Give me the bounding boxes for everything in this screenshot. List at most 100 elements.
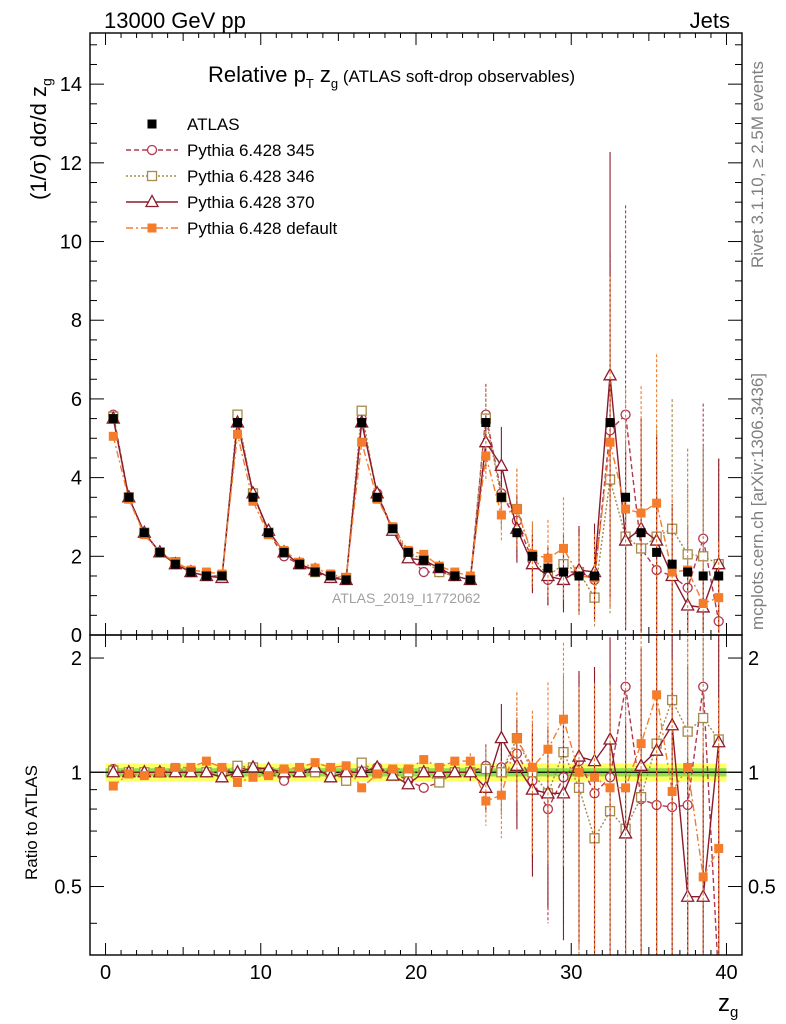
data-point-atlas: [217, 571, 227, 581]
title-tail: (ATLAS soft-drop observables): [338, 67, 575, 86]
y-tick-label-ratio-right: 0.5: [748, 877, 776, 899]
data-point-ratio-pdefault: [186, 762, 196, 772]
data-point-main-p346: [682, 549, 693, 560]
data-point-atlas: [201, 571, 211, 581]
data-point-ratio-pdefault: [248, 772, 258, 782]
data-point-ratio-p370: [354, 764, 369, 778]
series-ratio-p370: [106, 635, 726, 955]
data-point-ratio-pdefault: [326, 762, 336, 772]
legend-label-p345: Pythia 6.428 345: [187, 141, 315, 160]
data-point-main-p370: [401, 550, 416, 564]
data-point-ratio-pdefault: [264, 771, 274, 781]
series-ratio-p345: [108, 635, 720, 955]
y-tick-label-main: 0: [71, 625, 82, 647]
data-point-ratio-pdefault: [170, 762, 180, 772]
data-point-main-pdefault: [605, 437, 615, 447]
mcplots-reference-note: mcplots.cern.ch [arXiv:1306.3436]: [748, 372, 767, 630]
y-axis-label-main: (1/σ) dσ/d zg: [26, 78, 54, 200]
title-mid: z: [313, 62, 331, 87]
data-point-atlas: [108, 414, 118, 424]
legend-marker-p345: [146, 144, 158, 156]
data-point-ratio-p370: [401, 776, 416, 790]
y-tick-label-ratio-right: 1: [748, 762, 759, 784]
y-axis-label-text: (1/σ) dσ/d z: [26, 86, 51, 200]
data-point-ratio-p370: [571, 748, 587, 762]
data-point-atlas: [574, 571, 584, 581]
data-point-ratio-pdefault: [698, 872, 708, 882]
legend-label-pdefault: Pythia 6.428 default: [187, 219, 338, 238]
data-point-main-pdefault: [108, 431, 118, 441]
data-point-atlas: [155, 547, 165, 557]
data-point-main-pdefault: [636, 508, 646, 518]
data-point-ratio-pdefault: [341, 761, 351, 771]
series-line-ratio-pdefault: [112, 694, 720, 880]
data-point-ratio-p370: [711, 734, 726, 748]
data-point-main-pdefault: [481, 451, 491, 461]
data-point-ratio-pdefault: [295, 762, 305, 772]
data-point-atlas: [403, 547, 413, 557]
y-axis-label-sub: g: [38, 78, 55, 87]
y-axis-label-ratio: Ratio to ATLAS: [22, 765, 41, 880]
data-point-atlas: [326, 571, 336, 581]
data-point-ratio-pdefault: [621, 783, 631, 793]
series-line-main-p370: [112, 375, 720, 609]
data-point-atlas: [527, 551, 537, 561]
series-main-p345: [108, 205, 724, 634]
data-point-main-pdefault: [652, 498, 662, 508]
data-point-ratio-p346: [340, 775, 352, 786]
title-main: Relative p: [208, 62, 306, 87]
data-point-atlas: [434, 563, 444, 573]
data-point-ratio-pdefault: [108, 781, 118, 791]
data-point-ratio-p370: [230, 764, 245, 778]
data-point-atlas: [652, 547, 662, 557]
y-tick-label-main: 8: [71, 310, 82, 332]
data-point-ratio-pdefault: [310, 758, 320, 768]
data-point-atlas: [264, 528, 274, 538]
legend-marker-p346: [146, 170, 158, 182]
data-point-ratio-p346: [698, 712, 709, 724]
data-point-main-pdefault: [621, 504, 631, 514]
y-tick-label-ratio-left: 2: [71, 648, 82, 670]
data-point-main-pdefault: [232, 429, 242, 439]
y-tick-label-main: 14: [60, 74, 82, 96]
data-point-main-p346: [356, 405, 367, 416]
data-point-atlas: [636, 528, 646, 538]
x-axis-label-text: z: [718, 990, 730, 1017]
data-point-ratio-p346: [434, 777, 445, 788]
data-point-ratio-pdefault: [636, 739, 646, 749]
data-point-ratio-pdefault: [357, 783, 367, 793]
data-point-ratio-pdefault: [527, 762, 537, 772]
legend-label-p346: Pythia 6.428 346: [187, 167, 315, 186]
data-point-ratio-p370: [494, 730, 509, 744]
legend-label-atlas: ATLAS: [187, 115, 240, 134]
x-axis-label: zg: [718, 990, 738, 1021]
y-tick-label-main: 2: [71, 546, 82, 568]
data-point-main-pdefault: [357, 437, 367, 447]
data-point-ratio-pdefault: [590, 772, 600, 782]
data-point-ratio-pdefault: [434, 762, 444, 772]
data-point-ratio-p345: [418, 782, 429, 793]
data-point-atlas: [512, 528, 522, 538]
data-point-atlas: [372, 492, 382, 502]
data-point-ratio-pdefault: [574, 767, 584, 777]
data-point-atlas: [341, 575, 351, 585]
data-point-atlas: [139, 528, 149, 538]
data-point-atlas: [388, 524, 398, 534]
data-point-main-pdefault: [714, 593, 724, 603]
data-point-ratio-pdefault: [217, 762, 227, 772]
plot-title: Relative pT zg (ATLAS soft-drop observab…: [208, 62, 575, 91]
data-point-ratio-pdefault: [388, 764, 398, 774]
data-point-ratio-pdefault: [372, 769, 382, 779]
data-point-main-p345: [418, 566, 429, 578]
data-point-atlas: [357, 418, 367, 428]
data-point-ratio-pdefault: [403, 764, 413, 774]
data-point-atlas: [310, 567, 320, 577]
data-point-ratio-pdefault: [667, 786, 677, 796]
data-point-ratio-pdefault: [155, 767, 165, 777]
data-point-main-pdefault: [667, 567, 677, 577]
analysis-watermark: ATLAS_2019_I1772062: [332, 590, 481, 606]
x-tick-label: 0: [100, 962, 111, 984]
process-label: 13000 GeV pp: [104, 8, 246, 33]
data-point-ratio-pdefault: [450, 756, 460, 766]
data-point-ratio-pdefault: [124, 769, 134, 779]
